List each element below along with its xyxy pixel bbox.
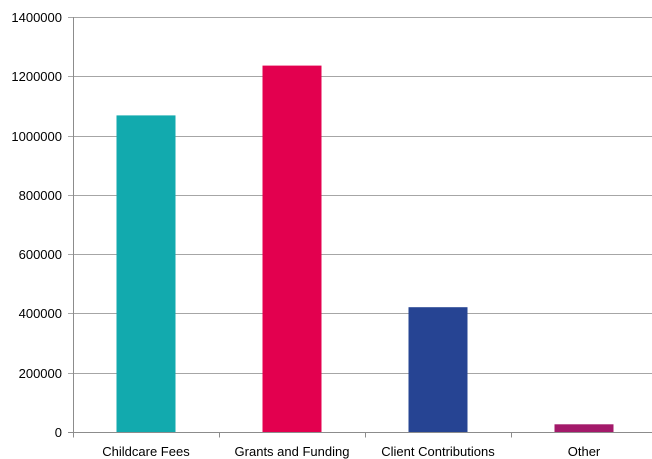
y-axis-ticks: 0 200000 400000 600000 800000 1000000 1200000 1…: [11, 10, 62, 440]
bar: [408, 307, 468, 432]
y-tick-label: 1200000: [11, 69, 62, 84]
y-tick-label: 1400000: [11, 10, 62, 25]
y-tick-label: 1000000: [11, 129, 62, 144]
y-tick-label: 0: [55, 425, 62, 440]
bars: [116, 65, 614, 433]
bar: [262, 65, 322, 432]
x-axis: [68, 17, 652, 438]
y-tick-label: 200000: [19, 366, 62, 381]
x-tick-label: Childcare Fees: [102, 444, 190, 459]
x-tick-label: Client Contributions: [381, 444, 495, 459]
bar: [116, 115, 176, 433]
y-tick-label: 400000: [19, 306, 62, 321]
bar: [554, 424, 614, 432]
x-tick-label: Other: [568, 444, 601, 459]
x-axis-labels: Childcare Fees Grants and Funding Client C…: [102, 444, 601, 459]
y-tick-label: 600000: [19, 247, 62, 262]
x-tick-label: Grants and Funding: [235, 444, 350, 459]
y-tick-label: 800000: [19, 188, 62, 203]
